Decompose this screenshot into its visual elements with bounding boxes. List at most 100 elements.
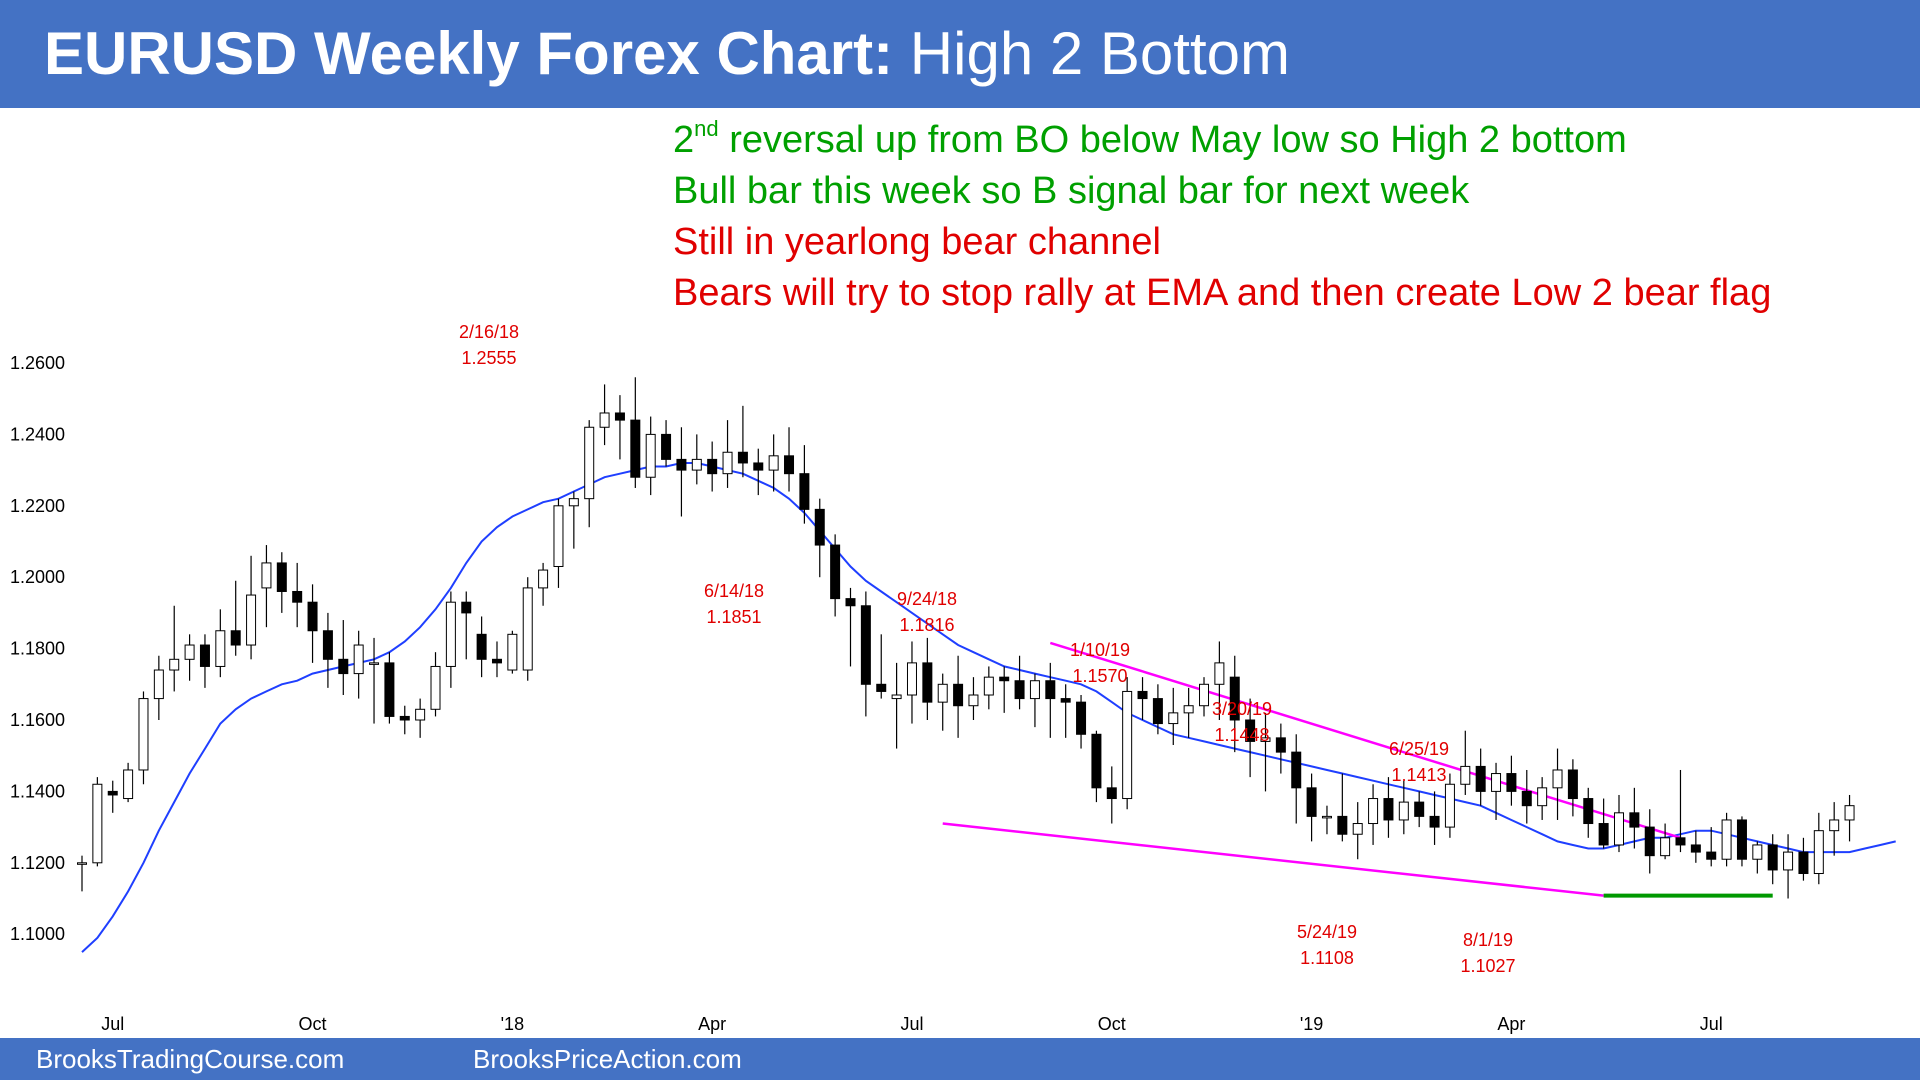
candle-body bbox=[138, 698, 149, 771]
y-tick-label: 1.2400 bbox=[10, 424, 65, 444]
candle-body bbox=[1736, 819, 1747, 860]
candle bbox=[1721, 812, 1732, 867]
candle bbox=[1660, 823, 1671, 860]
annotation-date: 8/1/19 bbox=[1463, 930, 1513, 950]
x-tick-label: Jul bbox=[101, 1014, 124, 1034]
candle-body bbox=[1091, 733, 1102, 789]
candle bbox=[1690, 830, 1701, 863]
candle bbox=[353, 630, 364, 699]
candle bbox=[1752, 841, 1763, 874]
candle bbox=[1552, 748, 1563, 820]
candle bbox=[307, 584, 318, 663]
candle-body bbox=[1721, 819, 1732, 860]
candle bbox=[1091, 730, 1102, 803]
candle-body bbox=[1352, 823, 1363, 835]
candle-body bbox=[722, 451, 733, 475]
candle-body bbox=[415, 708, 426, 721]
trendline bbox=[942, 822, 1604, 897]
candle-body bbox=[860, 605, 871, 685]
candle bbox=[1537, 777, 1548, 820]
candle-body bbox=[876, 683, 887, 692]
candle-body bbox=[1644, 826, 1655, 857]
note-2: Bull bar this week so B signal bar for n… bbox=[673, 170, 1470, 212]
candle-body bbox=[1567, 769, 1578, 800]
candle-body bbox=[1614, 812, 1624, 846]
candle-body bbox=[1168, 712, 1179, 725]
candle bbox=[461, 591, 472, 660]
candle-body bbox=[1521, 790, 1532, 807]
annotation-date: 6/25/19 bbox=[1389, 739, 1449, 759]
candle bbox=[538, 562, 549, 606]
footer-link-brookstradingcourse[interactable]: BrooksTradingCourse.com bbox=[36, 1044, 345, 1074]
candle-body bbox=[322, 630, 333, 660]
candle bbox=[369, 637, 380, 724]
trendline bbox=[1049, 641, 1681, 840]
candle-body bbox=[230, 630, 241, 646]
footer-link-brookspriceaction[interactable]: BrooksPriceAction.com bbox=[473, 1044, 742, 1074]
candle-body bbox=[1291, 751, 1302, 789]
candle bbox=[415, 698, 426, 738]
y-tick-label: 1.2000 bbox=[10, 567, 65, 587]
candle bbox=[1214, 641, 1225, 720]
candle-body bbox=[768, 455, 779, 471]
candle-body bbox=[123, 769, 134, 800]
candle-body bbox=[1229, 676, 1240, 721]
commentary-notes: 2nd reversal up from BO below May low so… bbox=[673, 115, 1913, 319]
candle-body bbox=[753, 462, 764, 471]
candle-body bbox=[1475, 765, 1486, 792]
candle-body bbox=[1537, 787, 1548, 807]
candle-body bbox=[353, 644, 364, 675]
note-3: Still in yearlong bear channel bbox=[673, 221, 1161, 263]
candle bbox=[1199, 677, 1210, 717]
annotation-price: 1.1570 bbox=[1072, 666, 1127, 686]
candle bbox=[261, 545, 272, 628]
candle bbox=[1506, 755, 1517, 806]
candle-body bbox=[77, 862, 87, 865]
candle-body bbox=[184, 644, 195, 660]
candle bbox=[1736, 816, 1747, 867]
candle-body bbox=[199, 644, 210, 667]
x-tick-label: Oct bbox=[299, 1014, 327, 1034]
candle bbox=[1245, 698, 1256, 778]
candle-body bbox=[1368, 798, 1379, 825]
candle-body bbox=[246, 594, 257, 646]
annotation-price: 1.1448 bbox=[1214, 725, 1269, 745]
candle-body bbox=[999, 676, 1010, 682]
ema-line bbox=[81, 462, 1896, 953]
candle bbox=[737, 405, 748, 478]
annotation-price: 1.1413 bbox=[1391, 765, 1446, 785]
annotation-price: 1.2555 bbox=[461, 348, 516, 368]
candle-body bbox=[507, 633, 518, 671]
annotation-date: 9/24/18 bbox=[897, 589, 957, 609]
candle bbox=[184, 634, 195, 681]
candle bbox=[1275, 723, 1286, 774]
candle-body bbox=[1844, 805, 1855, 821]
candle-body bbox=[107, 790, 118, 796]
candle bbox=[937, 673, 948, 731]
candle-body bbox=[1060, 698, 1071, 703]
candle bbox=[1829, 802, 1840, 856]
candle bbox=[1014, 655, 1025, 710]
note-1-superscript: nd bbox=[694, 116, 719, 141]
title-bold-part: EURUSD Weekly Forex Chart: bbox=[44, 20, 894, 87]
candle bbox=[722, 420, 733, 488]
candle-body bbox=[553, 505, 564, 567]
candle-body bbox=[1767, 844, 1778, 871]
annotations-layer: 2/16/18 1.2555 6/14/18 1.1851 9/24/18 1.1816 1… bbox=[459, 322, 1516, 976]
candle-body bbox=[614, 412, 625, 421]
candle-body bbox=[491, 658, 502, 664]
candle bbox=[1260, 712, 1271, 792]
x-tick-label: Jul bbox=[1700, 1014, 1723, 1034]
title-bar: EURUSD Weekly Forex Chart: High 2 Bottom bbox=[0, 0, 1920, 108]
x-tick-label: '18 bbox=[501, 1014, 524, 1034]
candles-layer bbox=[77, 377, 1855, 899]
candle bbox=[1844, 794, 1855, 842]
candle bbox=[568, 491, 579, 549]
candle-body bbox=[399, 715, 410, 721]
candle-body bbox=[630, 419, 641, 478]
candle bbox=[768, 434, 779, 492]
candle-body bbox=[830, 544, 841, 600]
candle-body bbox=[953, 683, 964, 707]
candle bbox=[1321, 805, 1332, 835]
candle bbox=[845, 587, 856, 667]
